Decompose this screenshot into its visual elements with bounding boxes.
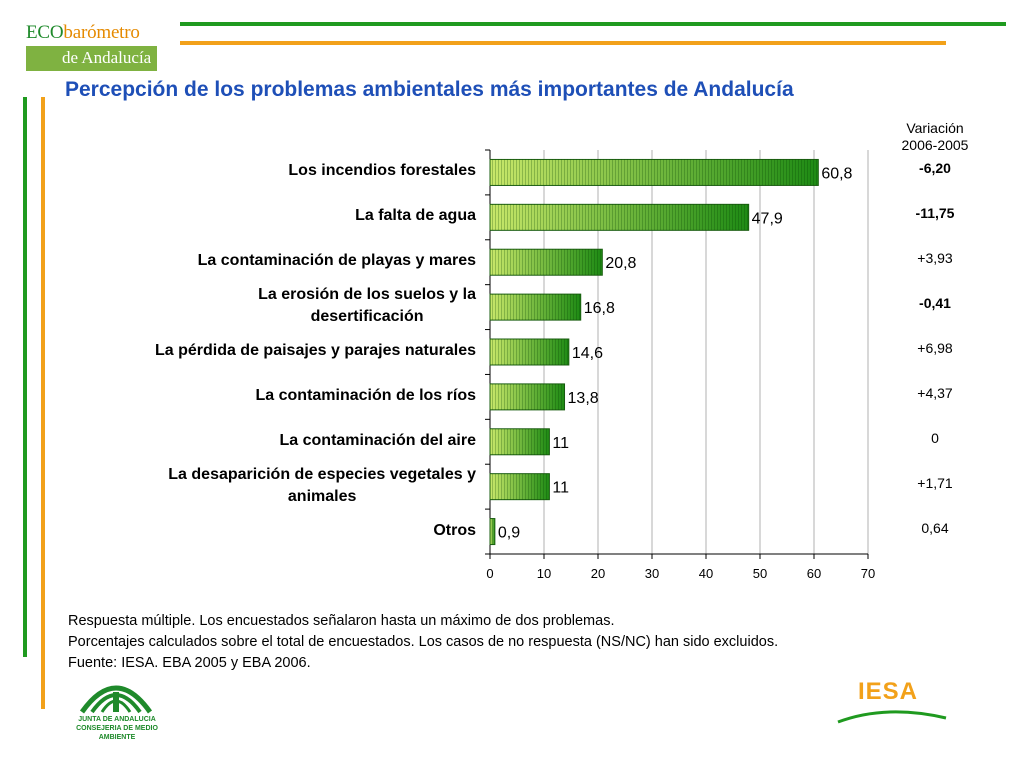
category-label-line: La desaparición de especies vegetales y	[168, 465, 476, 483]
value-label: 60,8	[821, 165, 852, 182]
junta-andalucia-logo: JUNTA DE ANDALUCIA CONSEJERIA DE MEDIO A…	[72, 715, 162, 742]
variation-value: +6,98	[917, 340, 953, 356]
variation-header: Variación 2006-2005	[880, 120, 990, 154]
value-label: 47,9	[752, 210, 783, 227]
variation-value: +1,71	[917, 474, 953, 491]
variation-value: -6,20	[919, 160, 951, 177]
variation-value: +4,37	[917, 384, 953, 401]
logo-andalucia-text: de Andalucía	[26, 46, 158, 71]
value-label: 16,8	[584, 300, 615, 317]
value-label: 13,8	[568, 390, 599, 407]
category-label-line: La contaminación de los ríos	[255, 386, 477, 404]
left-green-line	[23, 97, 27, 657]
category-label-line: La falta de agua	[355, 207, 476, 225]
x-tick-label: 10	[537, 566, 551, 581]
value-label: 20,8	[605, 255, 636, 272]
x-tick-label: 30	[645, 566, 659, 581]
logo-eco-text: ECO	[26, 22, 64, 43]
bar-texture	[490, 518, 495, 545]
bar-texture	[490, 383, 565, 410]
variation-value: 0,64	[921, 519, 949, 536]
x-tick-label: 50	[753, 566, 767, 581]
x-tick-label: 60	[807, 566, 821, 581]
category-label: La contaminación de playas y mares	[198, 250, 476, 272]
value-label: 14,6	[572, 345, 603, 362]
bar-chart: 60,8 47,9 20,8 16,8 14,6 13,8 11 11 0,9 0 10 20 30 4…	[485, 149, 875, 581]
value-label: 11	[552, 435, 569, 452]
category-label-line: Otros	[433, 521, 476, 539]
variation-header-line1: Variación	[906, 120, 964, 136]
note-line-1: Respuesta múltiple. Los encuestados seña…	[68, 613, 615, 629]
top-green-line	[180, 22, 1006, 26]
category-label: La contaminación de los ríos	[256, 385, 477, 407]
value-label: 11	[552, 480, 569, 497]
variation-value: +3,93	[917, 250, 953, 267]
bar-texture	[490, 473, 550, 500]
category-label-line: desertificación	[310, 308, 424, 326]
category-label-line: La erosión de los suelos y la	[258, 286, 476, 304]
junta-logo-line2: CONSEJERIA DE MEDIO AMBIENTE	[76, 725, 158, 741]
left-orange-line	[41, 97, 45, 709]
category-label-line: Los incendios forestales	[288, 162, 476, 180]
category-label: Los incendios forestales	[288, 160, 476, 182]
page-title: Percepción de los problemas ambientales …	[65, 78, 794, 101]
x-tick-labels: 0 10 20 30 40 50 60 70	[486, 566, 875, 581]
x-tick-label: 70	[861, 566, 875, 581]
variation-value: -11,75	[915, 205, 955, 222]
bar-texture	[490, 204, 749, 231]
category-label-line: La contaminación de playas y mares	[197, 252, 476, 270]
logo-barometro-text: barómetro	[63, 22, 140, 43]
iesa-logo: IESA	[858, 678, 919, 705]
category-label: La falta de agua	[355, 205, 476, 227]
category-label: La erosión de los suelos y la desertifica…	[258, 284, 476, 328]
x-tick-label: 40	[699, 566, 713, 581]
category-label: La desaparición de especies vegetales y a…	[168, 464, 476, 508]
iesa-swoosh-icon	[837, 710, 947, 724]
note-line-2: Porcentajes calculados sobre el total de…	[68, 634, 779, 650]
bar-texture	[490, 159, 819, 186]
bar-texture	[490, 294, 581, 321]
top-orange-line	[180, 41, 946, 45]
variation-value: 0	[931, 429, 939, 446]
bars	[489, 158, 819, 546]
note-line-3: Fuente: IESA. EBA 2005 y EBA 2006.	[68, 655, 311, 671]
category-label-line: La contaminación del aire	[279, 431, 477, 449]
category-label: La contaminación del aire	[280, 430, 477, 452]
junta-logo-line1: JUNTA DE ANDALUCIA	[78, 716, 156, 723]
category-label: La pérdida de paisajes y parajes natural…	[155, 340, 476, 362]
bar-texture	[490, 339, 569, 365]
notes: Respuesta múltiple. Los encuestados seña…	[68, 611, 778, 674]
x-tick-label: 0	[486, 566, 493, 581]
value-label: 0,9	[498, 525, 520, 542]
junta-andalucia-emblem-icon	[79, 685, 153, 714]
ecobarometro-logo: ECObarómetro de Andalucía	[26, 22, 158, 71]
variation-value: -0,41	[919, 295, 951, 312]
category-label-line: animales	[287, 487, 357, 505]
bar-texture	[490, 428, 550, 455]
variation-header-line2: 2006-2005	[901, 137, 969, 153]
category-label-line: La pérdida de paisajes y parajes natural…	[154, 342, 476, 359]
bar-texture	[490, 249, 603, 276]
value-labels: 60,8 47,9 20,8 16,8 14,6 13,8 11 11 0,9	[498, 165, 853, 541]
x-tick-label: 20	[591, 566, 605, 581]
category-label: Otros	[433, 520, 476, 542]
